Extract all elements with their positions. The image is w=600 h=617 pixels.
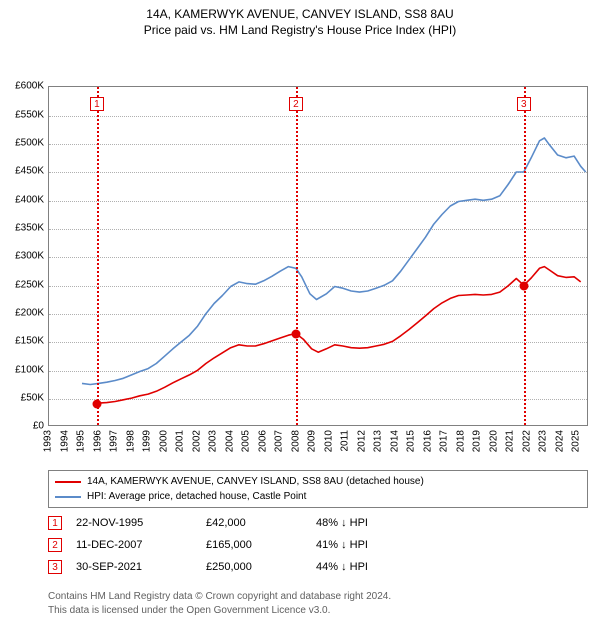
legend-item: HPI: Average price, detached house, Cast… xyxy=(55,489,581,504)
legend-label: 14A, KAMERWYK AVENUE, CANVEY ISLAND, SS8… xyxy=(87,474,424,489)
y-axis-label: £350K xyxy=(0,223,44,234)
x-axis-label: 2011 xyxy=(340,430,351,452)
x-axis-label: 2016 xyxy=(422,430,433,452)
sale-diff: 48% ↓ HPI xyxy=(316,517,426,529)
license-footer: Contains HM Land Registry data © Crown c… xyxy=(48,590,391,617)
sale-row-badge: 2 xyxy=(48,538,62,552)
x-axis-label: 2008 xyxy=(290,430,301,452)
legend-swatch xyxy=(55,481,81,483)
y-axis-label: £450K xyxy=(0,166,44,177)
sales-table: 1 22-NOV-1995£42,00048% ↓ HPI 2 11-DEC-2007… xyxy=(48,512,426,578)
sale-diff: 41% ↓ HPI xyxy=(316,539,426,551)
x-axis-label: 2025 xyxy=(571,430,582,452)
y-axis-label: £500K xyxy=(0,138,44,149)
sale-row-badge: 3 xyxy=(48,560,62,574)
sale-price: £165,000 xyxy=(206,539,316,551)
x-axis-label: 2000 xyxy=(158,430,169,452)
x-axis-label: 2023 xyxy=(538,430,549,452)
y-axis-label: £200K xyxy=(0,308,44,319)
x-axis-label: 2021 xyxy=(505,430,516,452)
x-axis-label: 1993 xyxy=(43,430,54,452)
legend-swatch xyxy=(55,496,81,498)
x-axis-label: 2007 xyxy=(274,430,285,452)
chart-svg xyxy=(49,87,589,427)
x-axis-label: 2024 xyxy=(554,430,565,452)
y-axis-label: £100K xyxy=(0,364,44,375)
x-axis-label: 1995 xyxy=(76,430,87,452)
x-axis-label: 2002 xyxy=(191,430,202,452)
hpi-line xyxy=(82,138,586,385)
x-axis-label: 1998 xyxy=(125,430,136,452)
x-axis-label: 2003 xyxy=(208,430,219,452)
x-axis-label: 2009 xyxy=(307,430,318,452)
x-axis-label: 2004 xyxy=(224,430,235,452)
legend-item: 14A, KAMERWYK AVENUE, CANVEY ISLAND, SS8… xyxy=(55,474,581,489)
plot-box: 1 2 3 xyxy=(48,86,588,426)
sale-vline xyxy=(296,87,298,425)
x-axis-label: 2020 xyxy=(488,430,499,452)
footer-line-2: This data is licensed under the Open Gov… xyxy=(48,604,391,617)
x-axis-label: 2013 xyxy=(373,430,384,452)
sale-date: 11-DEC-2007 xyxy=(76,539,206,551)
sale-price: £42,000 xyxy=(206,517,316,529)
sale-row: 2 11-DEC-2007£165,00041% ↓ HPI xyxy=(48,534,426,556)
sale-row: 3 30-SEP-2021£250,00044% ↓ HPI xyxy=(48,556,426,578)
sale-marker-dot xyxy=(92,399,101,408)
sale-diff: 44% ↓ HPI xyxy=(316,561,426,573)
sale-price: £250,000 xyxy=(206,561,316,573)
x-axis-label: 2022 xyxy=(521,430,532,452)
x-axis-label: 1997 xyxy=(109,430,120,452)
sale-vline xyxy=(524,87,526,425)
sale-badge: 1 xyxy=(90,97,104,111)
x-axis-label: 2006 xyxy=(257,430,268,452)
x-axis-label: 2019 xyxy=(472,430,483,452)
title-line-1: 14A, KAMERWYK AVENUE, CANVEY ISLAND, SS8… xyxy=(0,6,600,22)
sale-date: 30-SEP-2021 xyxy=(76,561,206,573)
y-axis-label: £600K xyxy=(0,81,44,92)
x-axis-label: 1996 xyxy=(92,430,103,452)
y-axis-label: £0 xyxy=(0,421,44,432)
sale-date: 22-NOV-1995 xyxy=(76,517,206,529)
y-axis-label: £550K xyxy=(0,109,44,120)
legend: 14A, KAMERWYK AVENUE, CANVEY ISLAND, SS8… xyxy=(48,470,588,508)
x-axis-label: 2005 xyxy=(241,430,252,452)
sale-marker-dot xyxy=(519,281,528,290)
sale-row: 1 22-NOV-1995£42,00048% ↓ HPI xyxy=(48,512,426,534)
x-axis-label: 1994 xyxy=(59,430,70,452)
legend-label: HPI: Average price, detached house, Cast… xyxy=(87,489,306,504)
y-axis-label: £250K xyxy=(0,279,44,290)
footer-line-1: Contains HM Land Registry data © Crown c… xyxy=(48,590,391,604)
y-axis-label: £400K xyxy=(0,194,44,205)
y-axis-label: £300K xyxy=(0,251,44,262)
chart-titles: 14A, KAMERWYK AVENUE, CANVEY ISLAND, SS8… xyxy=(0,0,600,38)
x-axis-label: 1999 xyxy=(142,430,153,452)
title-line-2: Price paid vs. HM Land Registry's House … xyxy=(0,22,600,38)
sale-badge: 3 xyxy=(517,97,531,111)
sale-row-badge: 1 xyxy=(48,516,62,530)
x-axis-label: 2012 xyxy=(356,430,367,452)
sale-badge: 2 xyxy=(289,97,303,111)
x-axis-label: 2017 xyxy=(439,430,450,452)
x-axis-label: 2010 xyxy=(323,430,334,452)
sale-marker-dot xyxy=(291,329,300,338)
y-axis-label: £50K xyxy=(0,393,44,404)
y-axis-label: £150K xyxy=(0,336,44,347)
x-axis-label: 2015 xyxy=(406,430,417,452)
x-axis-label: 2014 xyxy=(389,430,400,452)
x-axis-label: 2001 xyxy=(175,430,186,452)
sale-vline xyxy=(97,87,99,425)
x-axis-label: 2018 xyxy=(455,430,466,452)
